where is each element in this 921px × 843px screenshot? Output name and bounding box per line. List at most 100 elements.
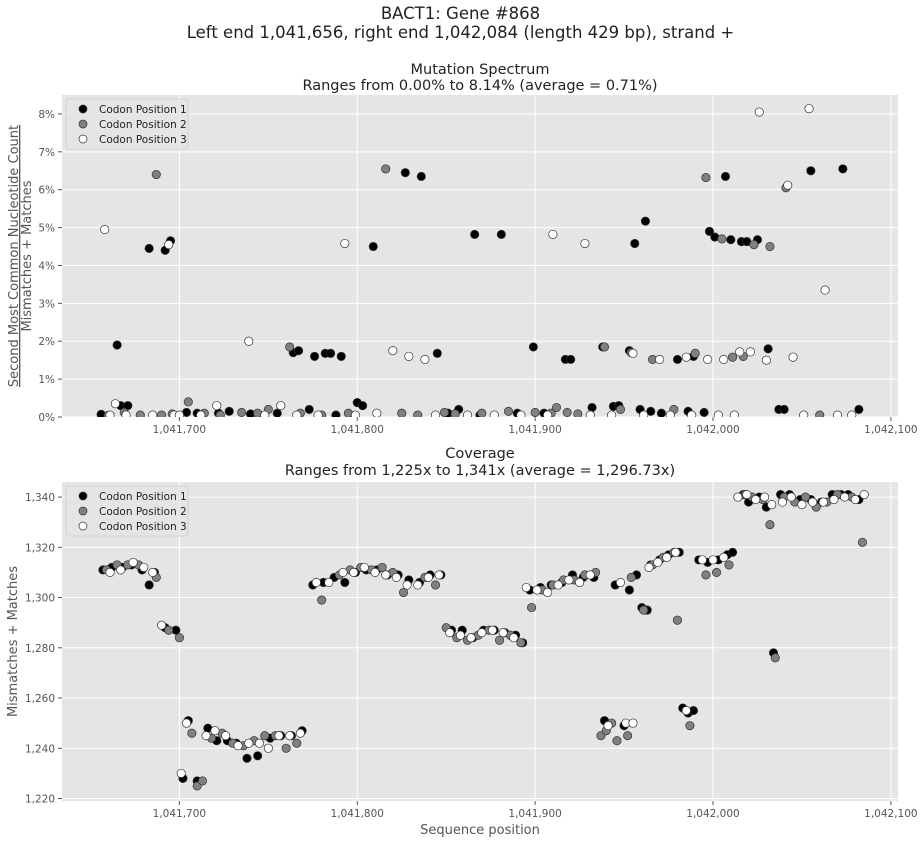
codon-position-1-point (630, 238, 640, 249)
codon-position-2-point (690, 348, 700, 358)
codon-position-1-point (310, 351, 320, 361)
codon-position-1-point (656, 408, 666, 417)
codon-position-3-point (157, 620, 167, 630)
codon-position-1-point (304, 404, 314, 414)
codon-position-3-point (420, 354, 430, 364)
plot-area-background (62, 95, 898, 417)
codon-position-3-point (110, 399, 120, 409)
codon-position-2-point (765, 241, 775, 252)
chart-subtitle: Ranges from 0.00% to 8.14% (average = 0.… (302, 78, 657, 94)
codon-position-3-point (832, 410, 843, 417)
codon-position-1-point (340, 577, 350, 588)
codon-position-1-point (672, 354, 682, 364)
codon-position-1-point (806, 166, 816, 176)
legend-label: Codon Position 1 (99, 104, 187, 116)
codon-position-3-point (751, 495, 761, 505)
codon-position-3-point (786, 492, 796, 502)
series-3-points (105, 490, 869, 778)
y-tick-label: 1,260 (25, 693, 55, 705)
codon-position-1-point (368, 241, 378, 252)
codon-position-2-point (701, 570, 711, 580)
codon-position-3-point (639, 410, 649, 417)
codon-position-2-point (317, 595, 327, 605)
codon-position-1-point (720, 171, 731, 181)
legend-label: Codon Position 3 (99, 134, 187, 146)
y-tick-label: 3% (38, 298, 55, 310)
codon-position-3-point (477, 628, 487, 638)
codon-position-2-point (612, 736, 622, 746)
codon-position-2-point (174, 633, 184, 643)
codon-position-3-point (148, 410, 158, 417)
codon-position-3-point (359, 562, 369, 572)
codon-position-2-point (197, 776, 208, 786)
codon-position-3-point (733, 492, 743, 502)
codon-position-3-point (850, 495, 860, 505)
codon-position-3-point (708, 555, 718, 565)
codon-position-3-point (553, 580, 563, 590)
codon-position-1-point (624, 585, 634, 595)
codon-position-3-point (487, 625, 498, 635)
codon-position-3-point (777, 497, 787, 507)
codon-position-3-point (105, 410, 115, 417)
codon-position-3-point (311, 577, 321, 588)
y-axis-label-line2: Mismatches + Matches (20, 180, 35, 331)
codon-position-3-point (761, 355, 771, 365)
codon-position-3-point (313, 410, 323, 417)
codon-position-2-point (157, 410, 167, 417)
codon-position-3-point (221, 731, 231, 741)
codon-position-3-point (840, 492, 850, 502)
codon-position-1-point (699, 407, 709, 417)
codon-position-2-point (530, 407, 540, 417)
y-axis-label-line1: Second Most Common Nucleotide Count (7, 125, 22, 387)
codon-position-3-point (719, 354, 729, 364)
codon-position-1-point (331, 410, 341, 417)
legend-marker-codon-3 (78, 521, 88, 531)
codon-position-2-point (712, 567, 722, 577)
codon-position-3-point (628, 348, 638, 358)
codon-position-1-point (336, 351, 346, 361)
codon-position-3-point (340, 238, 350, 249)
codon-position-1-point (779, 404, 789, 414)
codon-position-3-point (681, 352, 691, 362)
codon-position-3-point (381, 570, 391, 580)
x-tick-label: 1,041,900 (508, 808, 561, 820)
codon-position-3-point (788, 352, 798, 362)
codon-position-1-point (646, 406, 656, 416)
codon-position-1-point (728, 547, 738, 557)
codon-position-3-point (292, 410, 302, 417)
codon-position-2-point (527, 603, 537, 613)
codon-position-3-point (797, 500, 807, 510)
codon-position-3-point (285, 731, 295, 741)
codon-position-2-point (562, 407, 572, 417)
codon-position-3-point (603, 721, 613, 731)
y-tick-label: 0% (38, 412, 55, 424)
legend-box (65, 485, 189, 537)
codon-position-2-point (551, 402, 562, 413)
codon-position-1-point (496, 229, 506, 239)
codon-position-2-point (439, 407, 449, 417)
codon-position-3-point (404, 351, 414, 361)
codon-position-2-point (397, 408, 407, 417)
codon-position-3-point (742, 490, 752, 500)
codon-position-3-point (372, 408, 382, 417)
codon-position-3-point (350, 410, 361, 417)
y-tick-label: 8% (38, 109, 55, 121)
codon-position-2-point (398, 587, 409, 598)
codon-position-3-point (370, 567, 380, 577)
codon-position-3-point (585, 570, 595, 580)
legend-label: Codon Position 2 (99, 506, 187, 518)
codon-position-3-point (847, 410, 857, 417)
legend: Codon Position 1 Codon Position 2 Codon Po… (65, 485, 189, 537)
codon-position-3-point (201, 731, 211, 741)
codon-position-3-point (196, 410, 206, 417)
codon-position-3-point (176, 768, 186, 778)
codon-position-3-point (391, 572, 401, 582)
codon-position-3-point (655, 354, 665, 364)
codon-position-3-point (719, 552, 729, 562)
legend-label: Codon Position 3 (99, 521, 187, 533)
codon-position-2-point (765, 520, 775, 530)
codon-position-3-point (808, 497, 818, 507)
codon-position-3-point (244, 336, 254, 346)
codon-position-3-point (548, 229, 558, 239)
legend-label: Codon Position 1 (99, 491, 187, 503)
